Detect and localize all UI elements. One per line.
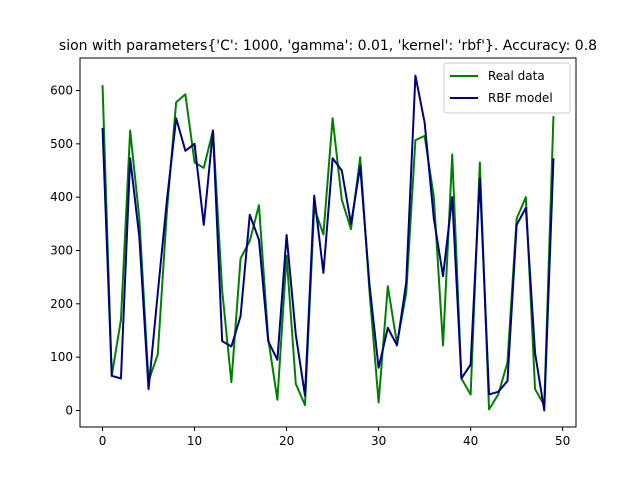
y-tick-label: 400 bbox=[50, 190, 73, 204]
y-tick-label: 600 bbox=[50, 84, 73, 98]
y-tick-label: 500 bbox=[50, 137, 73, 151]
x-tick-label: 40 bbox=[463, 434, 478, 448]
y-tick-label: 0 bbox=[65, 403, 73, 417]
legend-label: RBF model bbox=[488, 91, 553, 105]
legend-label: Real data bbox=[488, 69, 545, 83]
legend: Real data RBF model bbox=[443, 62, 571, 114]
y-tick-label: 200 bbox=[50, 297, 73, 311]
x-tick-label: 20 bbox=[279, 434, 294, 448]
series-layer bbox=[101, 74, 555, 412]
chart-title: sion with parameters{'C': 1000, 'gamma':… bbox=[59, 38, 597, 54]
y-tick-label: 100 bbox=[50, 350, 73, 364]
x-tick-label: 30 bbox=[371, 434, 386, 448]
series-line-rbf-model bbox=[101, 74, 555, 412]
x-tick-label: 10 bbox=[187, 434, 202, 448]
x-tick-label: 50 bbox=[555, 434, 570, 448]
y-tick-label: 300 bbox=[50, 243, 73, 257]
x-tick-label: 0 bbox=[99, 434, 107, 448]
axes-frame bbox=[79, 57, 577, 428]
